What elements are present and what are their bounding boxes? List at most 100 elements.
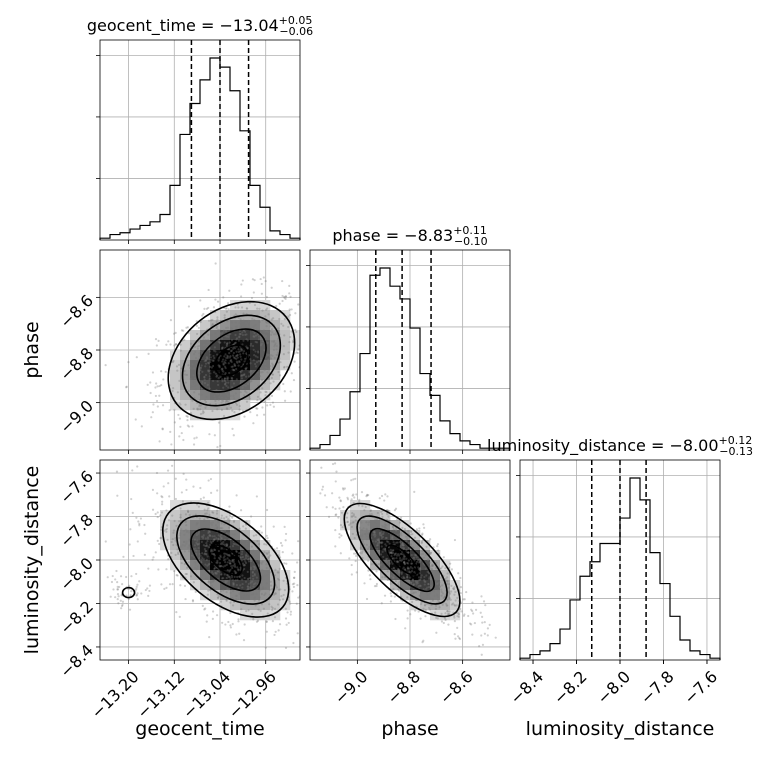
density-cell	[280, 350, 291, 361]
scatter-point	[176, 574, 179, 577]
scatter-point	[421, 641, 424, 644]
scatter-point	[446, 609, 449, 613]
scatter-point	[209, 353, 212, 356]
scatter-point	[383, 499, 386, 502]
scatter-point	[381, 524, 384, 527]
scatter-point	[175, 573, 178, 577]
scatter-point	[202, 537, 205, 540]
scatter-point	[218, 565, 221, 568]
scatter-point	[380, 602, 383, 605]
scatter-point	[231, 533, 234, 536]
scatter-point	[253, 596, 256, 599]
scatter-point	[245, 333, 248, 336]
scatter-point	[406, 584, 409, 587]
scatter-point	[206, 509, 209, 512]
scatter-point	[276, 577, 280, 580]
scatter-point	[195, 533, 198, 537]
scatter-point	[224, 397, 227, 400]
scatter-point	[351, 512, 354, 515]
scatter-point	[208, 375, 211, 378]
scatter-point	[402, 544, 405, 547]
histogram-geocent_time	[99, 57, 301, 240]
density-cell	[430, 580, 441, 591]
scatter-point	[212, 306, 216, 309]
scatter-point	[214, 372, 217, 375]
scatter-point	[210, 584, 214, 587]
scatter-point	[115, 569, 118, 573]
density-cell	[400, 520, 411, 531]
scatter-point	[246, 322, 249, 326]
scatter-point	[116, 585, 119, 588]
scatter-point	[411, 567, 414, 570]
scatter-point	[196, 566, 199, 569]
density-cell	[230, 520, 241, 531]
scatter-point	[197, 505, 201, 508]
scatter-point	[237, 620, 240, 623]
scatter-point	[478, 645, 481, 648]
density-cell	[270, 600, 281, 611]
scatter-point	[346, 521, 349, 524]
scatter-point	[376, 547, 379, 550]
scatter-point	[135, 594, 138, 597]
scatter-point	[388, 542, 391, 545]
scatter-point	[346, 498, 350, 501]
scatter-point	[160, 495, 163, 498]
scatter-point	[135, 356, 138, 359]
scatter-point	[203, 518, 206, 521]
scatter-point	[257, 556, 260, 559]
scatter-point	[214, 298, 217, 301]
scatter-point	[241, 550, 244, 553]
scatter-point	[216, 489, 219, 492]
scatter-point	[192, 380, 195, 383]
density-cell	[250, 380, 261, 391]
scatter-point	[210, 334, 213, 337]
density-cell	[210, 530, 221, 541]
scatter-point	[374, 534, 377, 537]
scatter-point	[194, 388, 197, 391]
scatter-point	[234, 392, 238, 395]
scatter-point	[386, 570, 389, 573]
scatter-point	[223, 365, 227, 368]
scatter-point	[195, 561, 198, 564]
scatter-point	[405, 537, 409, 541]
title-upper: +0.12	[719, 434, 753, 447]
scatter-point	[207, 545, 210, 548]
scatter-point	[193, 391, 196, 394]
scatter-point	[219, 341, 222, 344]
scatter-point	[114, 578, 117, 581]
scatter-point	[138, 580, 141, 583]
contour-level-1	[369, 527, 435, 593]
scatter-point	[253, 331, 256, 335]
scatter-point	[341, 526, 344, 529]
scatter-point	[435, 577, 438, 580]
scatter-point	[245, 352, 248, 355]
scatter-point	[205, 542, 208, 545]
scatter-point	[196, 543, 199, 546]
scatter-point	[205, 544, 208, 547]
scatter-point	[177, 551, 180, 554]
scatter-point	[226, 354, 229, 357]
scatter-point	[221, 543, 225, 546]
scatter-point	[184, 381, 187, 384]
scatter-point	[243, 564, 246, 567]
scatter-point	[220, 565, 223, 568]
scatter-point	[171, 537, 174, 541]
density-cell	[260, 570, 271, 581]
scatter-point	[373, 531, 377, 534]
scatter-point	[200, 393, 203, 397]
scatter-point	[269, 333, 273, 336]
density-cell	[180, 530, 191, 541]
scatter-point	[176, 548, 179, 551]
scatter-point	[239, 333, 242, 336]
scatter-point	[189, 412, 193, 415]
scatter-point	[196, 347, 199, 350]
scatter-point	[392, 549, 395, 552]
density-cell	[370, 520, 381, 531]
scatter-point	[413, 536, 417, 539]
density-cell	[210, 580, 221, 591]
scatter-point	[436, 583, 439, 586]
scatter-point	[429, 538, 432, 541]
scatter-point	[359, 546, 362, 550]
scatter-point	[272, 525, 275, 528]
scatter-point	[462, 614, 465, 617]
